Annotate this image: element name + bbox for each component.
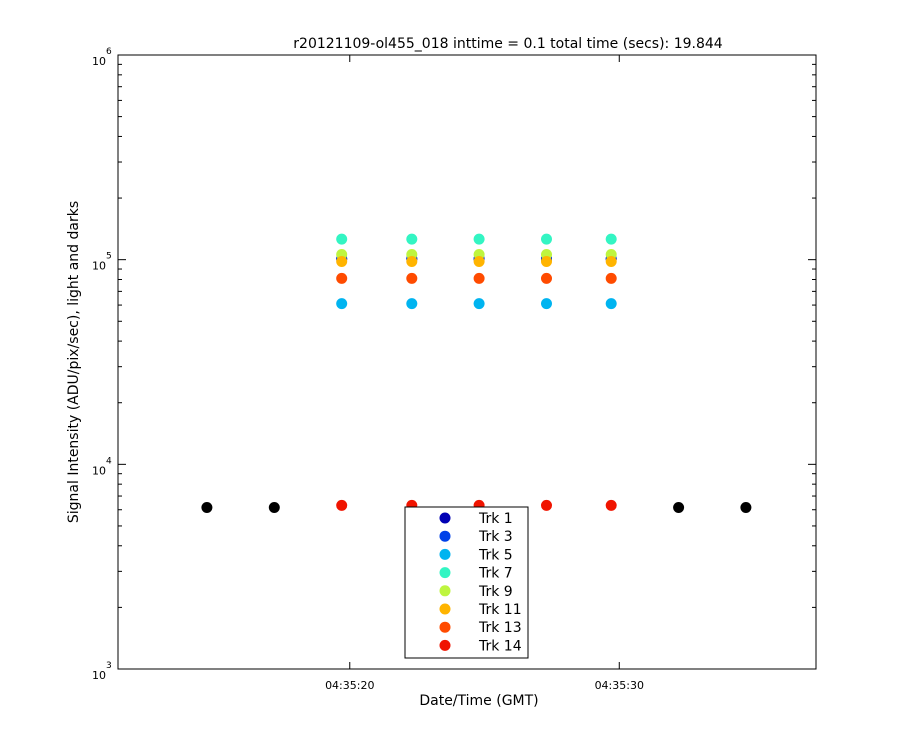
data-point — [336, 256, 348, 267]
data-point — [473, 256, 485, 267]
y-tick-label: 10 — [92, 260, 106, 273]
data-point — [605, 256, 617, 267]
data-point — [541, 272, 552, 284]
legend-marker — [439, 548, 451, 560]
data-point — [605, 298, 617, 310]
legend-marker — [439, 530, 451, 542]
data-point — [406, 298, 418, 310]
data-point — [605, 272, 617, 284]
legend-box — [404, 506, 529, 659]
chart-title: r20121109-ol455_018 inttime = 0.1 total … — [293, 36, 723, 52]
y-tick-label: 10 — [92, 669, 106, 682]
legend-label: Trk 1 — [478, 511, 513, 527]
data-point — [473, 233, 485, 245]
legend-label: Trk 3 — [478, 529, 513, 545]
legend-label: Trk 13 — [478, 620, 522, 636]
x-tick-label: 04:35:30 — [595, 679, 644, 692]
legend-label: Trk 14 — [478, 638, 522, 654]
data-point — [541, 298, 552, 310]
data-point — [336, 298, 348, 310]
data-point — [336, 272, 348, 284]
y-tick-exponent: 5 — [106, 252, 112, 262]
legend-marker — [439, 585, 451, 597]
y-tick-label: 10 — [92, 55, 106, 68]
y-tick-exponent: 4 — [106, 456, 112, 466]
legend-marker — [439, 621, 451, 633]
legend-label: Trk 9 — [478, 584, 513, 600]
y-tick-exponent: 3 — [106, 661, 112, 671]
data-point — [605, 499, 617, 511]
x-axis-title: Date/Time (GMT) — [419, 693, 538, 709]
data-point — [201, 502, 213, 513]
data-point — [740, 502, 752, 513]
x-tick-label: 04:35:20 — [325, 679, 374, 692]
data-point — [541, 233, 552, 245]
data-point — [406, 272, 418, 284]
y-tick-label: 10 — [92, 464, 106, 477]
legend-label: Trk 7 — [478, 566, 513, 582]
data-point — [268, 502, 280, 513]
data-point — [406, 233, 418, 245]
legend-marker — [439, 512, 451, 524]
data-point — [541, 256, 552, 267]
data-point — [336, 499, 348, 511]
legend: Trk 1 Trk 3 Trk 5 Trk 7 Trk 9 Trk 11 Trk 13 Trk… — [404, 506, 529, 659]
legend-label: Trk 11 — [478, 602, 522, 618]
legend-marker — [439, 639, 451, 651]
y-axis-title: Signal Intensity (ADU/pix/sec), light an… — [66, 201, 82, 523]
data-point — [605, 233, 617, 245]
legend-marker — [439, 603, 451, 615]
legend-label: Trk 5 — [478, 547, 513, 563]
data-point — [473, 272, 485, 284]
data-points — [201, 233, 752, 513]
y-tick-exponent: 6 — [106, 47, 112, 57]
data-point — [473, 298, 485, 310]
data-point — [336, 233, 348, 245]
data-point — [406, 256, 418, 267]
data-point — [541, 499, 552, 511]
data-point — [673, 502, 685, 513]
legend-marker — [439, 567, 451, 579]
